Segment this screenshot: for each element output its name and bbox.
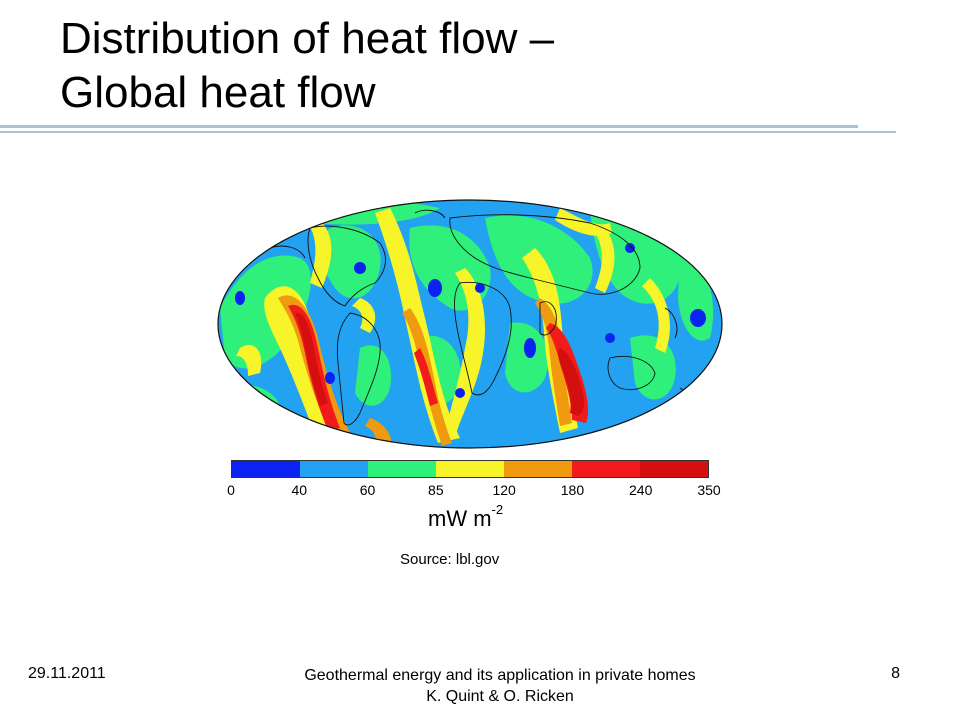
unit-base: mW m xyxy=(428,506,492,531)
footer-line-1: Geothermal energy and its application in… xyxy=(304,667,696,684)
legend-tick-label: 40 xyxy=(291,482,308,498)
footer-date: 29.11.2011 xyxy=(28,665,106,682)
legend-tick-label: 240 xyxy=(629,482,653,498)
legend-ticks: 0 40 60 85 120 180 240 350 xyxy=(220,482,740,502)
title-line-1: Distribution of heat flow – xyxy=(60,14,555,63)
legend-tick-label: 60 xyxy=(359,482,376,498)
legend-tick-label: 350 xyxy=(697,482,721,498)
legend-swatch xyxy=(640,461,708,477)
legend-swatch xyxy=(504,461,572,477)
footer-line-2: K. Quint & O. Ricken xyxy=(426,688,574,705)
source-caption: Source: lbl.gov xyxy=(400,551,500,568)
title-rule-thin xyxy=(0,131,896,133)
footer-center: Geothermal energy and its application in… xyxy=(230,665,770,707)
unit-exponent: -2 xyxy=(491,502,504,517)
title-line-2: Global heat flow xyxy=(60,68,376,117)
slide-title: Distribution of heat flow – Global heat … xyxy=(60,12,860,120)
globe-outline xyxy=(217,199,723,449)
legend-swatch xyxy=(572,461,640,477)
legend-tick-label: 120 xyxy=(492,482,516,498)
heat-flow-map-svg xyxy=(217,199,723,449)
legend-swatch xyxy=(436,461,504,477)
legend-swatch xyxy=(232,461,300,477)
band-0-40 xyxy=(235,243,706,398)
title-rule-thick xyxy=(0,125,858,128)
band-240-350 xyxy=(295,312,585,416)
footer-page-number: 8 xyxy=(891,665,900,682)
legend-unit: mW m-2 xyxy=(428,502,503,532)
legend-tick-label: 0 xyxy=(227,482,235,498)
legend-swatch xyxy=(368,461,436,477)
legend-tick-label: 85 xyxy=(428,482,444,498)
legend-swatch xyxy=(300,461,368,477)
legend-tick-label: 180 xyxy=(560,482,585,498)
heat-flow-map xyxy=(210,188,730,460)
color-legend xyxy=(231,460,709,478)
